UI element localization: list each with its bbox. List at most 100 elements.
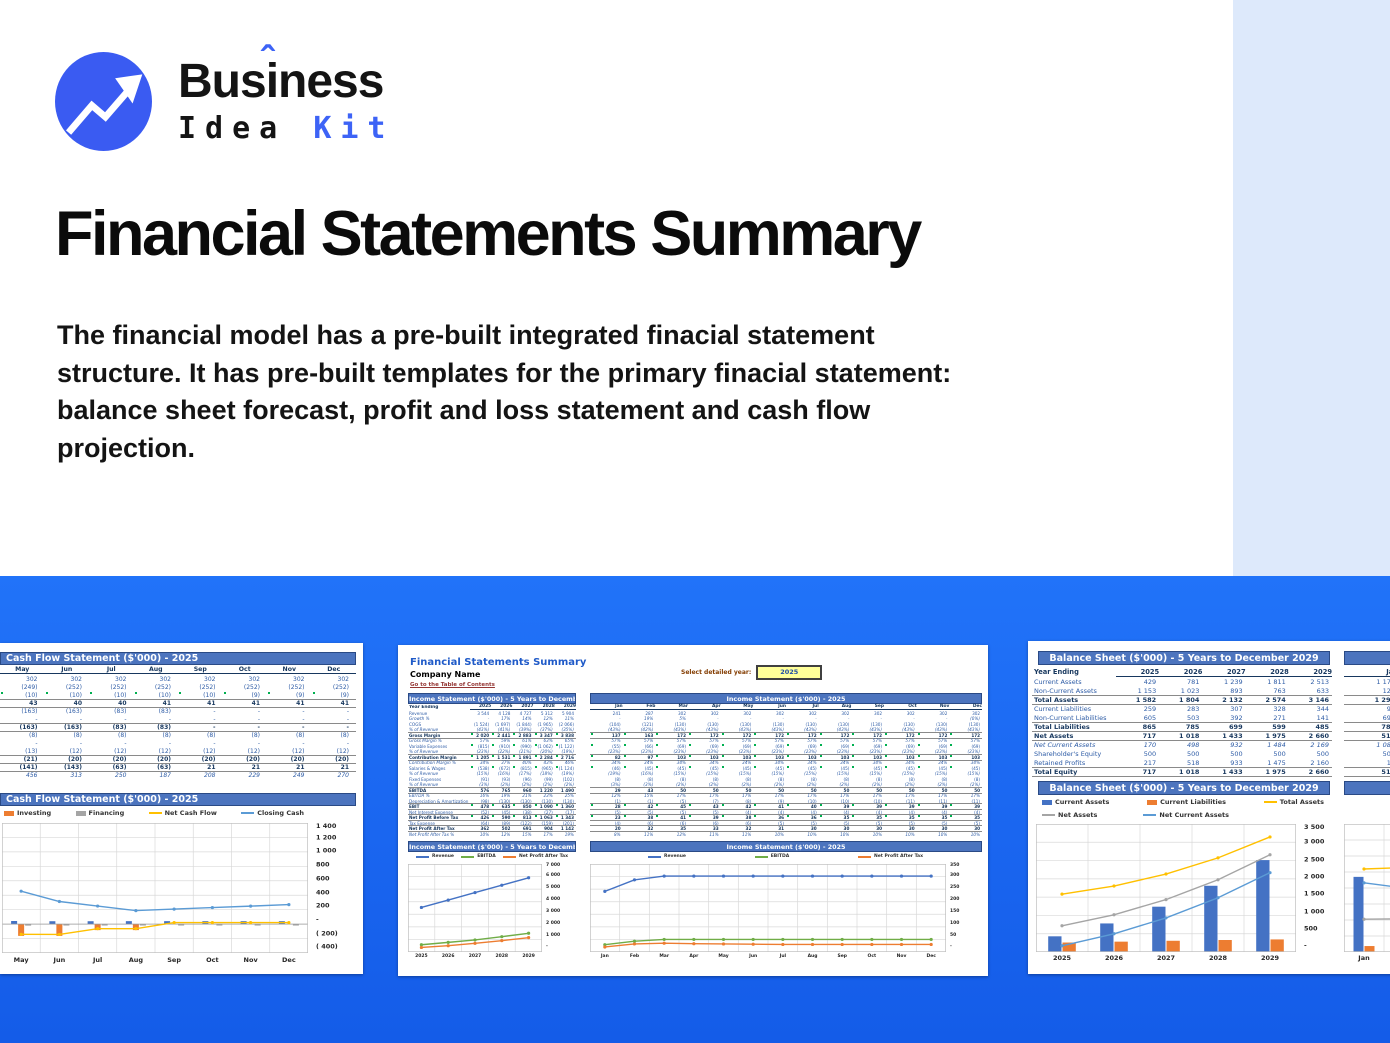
cell: (45)	[721, 765, 754, 771]
cell: (1 124)	[555, 765, 576, 771]
cell: (15%)	[967, 771, 981, 777]
flag-icon	[819, 765, 822, 768]
cell: (8)	[810, 776, 817, 782]
cell: (9)	[312, 691, 357, 699]
flag-icon	[852, 815, 855, 818]
cell: -	[815, 716, 817, 722]
cell: (104)	[609, 721, 621, 727]
cell: -	[945, 716, 948, 722]
cell: (163)	[21, 707, 38, 715]
cell: 2 574	[1245, 694, 1289, 705]
cell: (64)	[480, 820, 490, 826]
flag-icon	[819, 804, 822, 807]
cell: 1 174	[1376, 677, 1390, 686]
cell: -	[222, 722, 267, 732]
cell: (8)	[296, 731, 305, 739]
cell: 765	[491, 786, 513, 794]
cell: 208	[204, 771, 216, 779]
cell: -	[257, 707, 260, 715]
cell: 57%	[709, 738, 719, 744]
cell: (69)	[753, 743, 786, 749]
row-label: % of Revenue	[409, 771, 439, 777]
legend-label: Current Assets	[1055, 798, 1110, 806]
cell: 35	[949, 814, 983, 822]
cell: 40	[786, 803, 819, 811]
cell: 57%	[807, 738, 817, 744]
flag-icon	[623, 765, 626, 768]
cell: 43	[688, 803, 721, 811]
cell: (21%)	[519, 749, 532, 755]
flag-icon	[534, 754, 537, 757]
cell: -	[79, 739, 82, 747]
cell: 960	[512, 786, 534, 794]
flag-icon	[656, 732, 659, 735]
table-row: 28 42 45 43 42 41 40 39 39 39 39 39	[590, 803, 983, 811]
cell: 1 205	[470, 753, 492, 761]
legend-label: Net Current Assets	[1159, 811, 1229, 819]
cell: 1 023	[1180, 686, 1200, 695]
cell: (23%)	[934, 749, 948, 755]
flag-icon	[689, 765, 692, 768]
cell: 500	[1273, 749, 1286, 758]
cell: (69)	[949, 743, 982, 749]
row-label: % of Revenue	[409, 749, 439, 755]
cell: 10%	[905, 831, 915, 837]
cell: -	[346, 707, 349, 715]
logo-caret-accent: ˆ	[260, 39, 274, 83]
year-selector: Select detailed year: 2025	[681, 665, 823, 680]
cell: (130)	[499, 798, 511, 804]
cell: (11)	[906, 798, 915, 804]
table-row: (19%) (16%) (15%) (15%) (15%) (15%) (15%) (15%)…	[590, 771, 982, 777]
x-axis-label: Jul	[779, 954, 787, 959]
flag-icon	[555, 804, 558, 807]
cell: 16%	[479, 793, 490, 799]
flag-icon	[689, 732, 692, 735]
table-row: 124	[1344, 686, 1390, 695]
cell: 103	[851, 753, 885, 761]
legend-item: Net Cash Flow	[148, 809, 217, 817]
table-row: Non-Current Assets 1 153 1 023 893 763 633	[1032, 686, 1332, 695]
flag-icon	[471, 732, 473, 735]
y-axis-label: 350	[950, 863, 960, 868]
cell: 11%	[742, 831, 752, 837]
cell: (46)	[590, 765, 623, 771]
cell: 605	[1143, 713, 1157, 722]
cell: (12)	[69, 747, 82, 755]
legend-label: Revenue	[664, 854, 686, 859]
cell: 40	[89, 698, 134, 708]
flag-icon	[513, 732, 516, 735]
cell: (43%)	[476, 727, 490, 733]
cell: (23%)	[673, 749, 687, 755]
table-row: Gross Margin 2 020 2 441 2 883 3 347 3 838	[408, 731, 577, 739]
cell: 692	[1382, 713, 1390, 722]
legend-label: Net Profit After Tax	[873, 854, 923, 859]
x-axis-label: 2025	[1052, 954, 1072, 962]
column-header: Jan	[590, 704, 623, 711]
x-axis-label: May	[718, 954, 729, 959]
table-row: Net Profit Before Tax 426 590 813 1 063 1 343	[408, 814, 577, 822]
flag-icon	[492, 754, 495, 757]
legend-swatch-icon	[75, 810, 86, 816]
cell: (45)	[501, 809, 511, 815]
row-label: Gross Margin	[408, 731, 470, 739]
income-5y-table-header: Income Statement ($'000) - 5 Years to De…	[408, 693, 576, 704]
cell: 302	[115, 675, 127, 683]
cell: (23%)	[640, 749, 654, 755]
income-monthly-chart-y-axis: 350 300 250 200 150 100 50 -	[946, 863, 972, 952]
cell: (3%)	[643, 782, 654, 788]
cell: 932	[1230, 740, 1243, 749]
table-row: (10) (10) (10) (10) (10) (9) (9) (9)	[0, 691, 356, 699]
table-of-contents-link[interactable]: Go to the Table of Contents	[410, 682, 495, 688]
year-select-input[interactable]: 2025	[756, 665, 823, 680]
cell: 57%	[611, 738, 621, 744]
x-axis-label: 2026	[441, 954, 455, 959]
cell: (45)	[623, 765, 656, 771]
cell: (2%)	[774, 782, 785, 788]
legend-item: Net Profit After Tax	[502, 854, 568, 859]
cell: (69)	[884, 743, 917, 749]
income-monthly-chart: 350 300 250 200 150 100 50 -	[589, 863, 972, 953]
y-axis-label: 1 200	[316, 833, 337, 842]
table-row: 43 40 40 41 41 41 41 41	[0, 698, 356, 708]
cell: -	[124, 715, 127, 723]
cell: 187	[159, 771, 171, 779]
